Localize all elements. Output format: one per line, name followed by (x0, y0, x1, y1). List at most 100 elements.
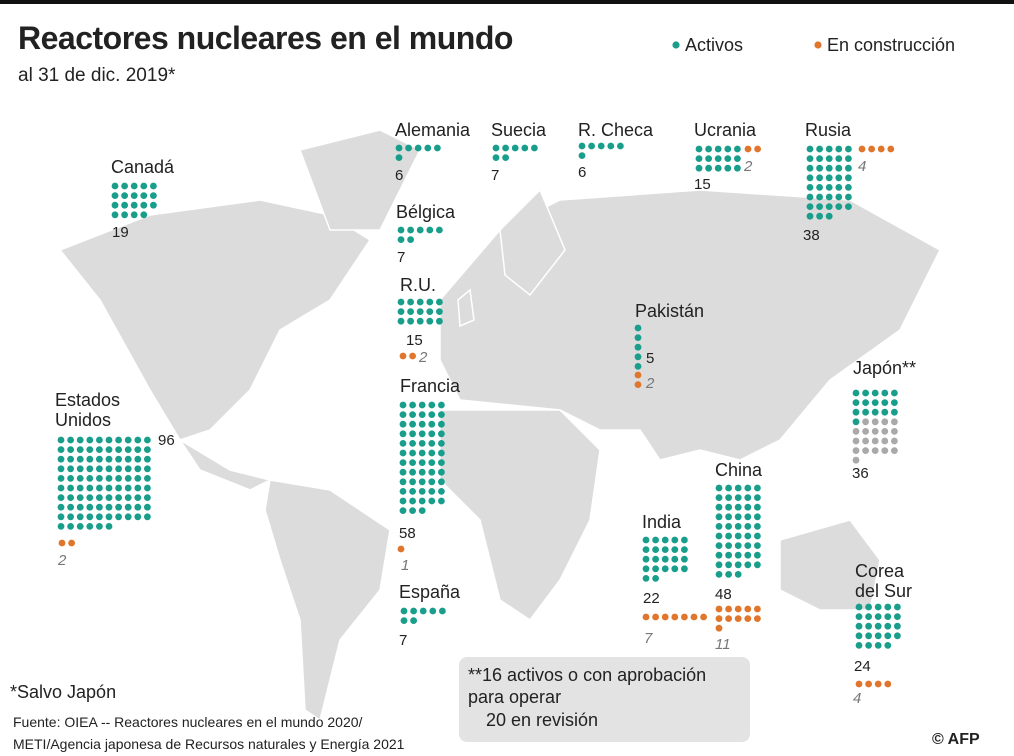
dot (96, 503, 103, 511)
dot (86, 523, 94, 530)
country-label: Alemania (395, 120, 471, 140)
dot (96, 436, 103, 444)
dot (806, 174, 814, 182)
dot (492, 154, 500, 162)
dot (754, 503, 761, 511)
construction-count: 7 (644, 630, 653, 647)
dot (642, 555, 650, 563)
dot (418, 459, 426, 466)
dot (855, 642, 863, 649)
construction-count: 2 (646, 375, 655, 392)
dot (428, 478, 436, 486)
dot (724, 155, 732, 163)
dot (438, 440, 445, 447)
dot (399, 449, 407, 457)
dot (436, 226, 443, 234)
dot (725, 513, 732, 521)
dot (891, 447, 898, 454)
dot (436, 308, 443, 315)
dot (700, 613, 707, 621)
dot (438, 497, 445, 505)
dot (134, 465, 142, 473)
country-label: R.U. (400, 275, 436, 295)
dot (695, 164, 703, 172)
dot (671, 613, 679, 621)
dot (67, 455, 74, 463)
dot (724, 145, 732, 153)
dot (652, 575, 659, 582)
dot (744, 523, 752, 530)
dot (405, 144, 412, 152)
dot (86, 436, 94, 444)
dot (725, 484, 732, 492)
dot (426, 308, 434, 315)
dot (76, 494, 84, 501)
dot (418, 430, 426, 438)
dot (439, 607, 446, 615)
dot (744, 503, 752, 511)
dot (754, 513, 761, 521)
dot (806, 212, 814, 220)
dot (891, 408, 898, 416)
dot (725, 561, 732, 569)
dot (862, 399, 869, 406)
dot (96, 513, 103, 521)
dot (150, 201, 157, 209)
dot-group (58, 539, 75, 547)
dot (96, 475, 103, 482)
dot (428, 497, 436, 505)
dot (855, 680, 863, 688)
dot (86, 455, 94, 463)
dot (57, 484, 65, 492)
dot (144, 484, 151, 492)
dot (816, 155, 823, 163)
dot (652, 565, 659, 573)
dot (428, 430, 436, 438)
active-count: 36 (852, 465, 869, 482)
dot (884, 622, 892, 630)
dot (845, 145, 852, 153)
dot (715, 542, 723, 549)
dot (124, 503, 132, 511)
dot-group (695, 145, 741, 172)
credit: © AFP (932, 731, 980, 748)
dot (734, 605, 742, 613)
dot (419, 607, 427, 615)
active-count: 58 (399, 525, 416, 542)
dot (725, 494, 732, 501)
dot (426, 317, 434, 325)
dot (714, 155, 722, 163)
dot (115, 475, 122, 482)
dot (438, 478, 445, 486)
dot-group (852, 389, 898, 464)
active-count: 7 (399, 632, 408, 649)
legend-label: Activos (685, 35, 744, 55)
dot (76, 465, 84, 473)
dot (715, 523, 723, 530)
legend-label: En construcción (827, 35, 956, 55)
dot (416, 308, 424, 315)
dot (416, 226, 424, 234)
dot (86, 513, 94, 521)
dot (150, 192, 157, 200)
active-count: 7 (491, 167, 500, 184)
dot (871, 447, 879, 454)
dot (76, 484, 84, 492)
dot (57, 494, 65, 501)
dot (409, 420, 416, 428)
dot (744, 551, 752, 559)
dot (806, 145, 814, 153)
active-count: 6 (395, 167, 404, 184)
dot (57, 503, 65, 511)
dot (96, 523, 103, 530)
dot (887, 145, 895, 153)
dot (652, 613, 659, 621)
source: Fuente: OIEA -- Reactores nucleares en e… (13, 714, 363, 730)
dot (399, 507, 407, 514)
dot (642, 575, 650, 582)
dot (67, 494, 74, 501)
dot (399, 420, 407, 428)
dot (894, 603, 901, 611)
construction-count: 2 (58, 552, 67, 569)
